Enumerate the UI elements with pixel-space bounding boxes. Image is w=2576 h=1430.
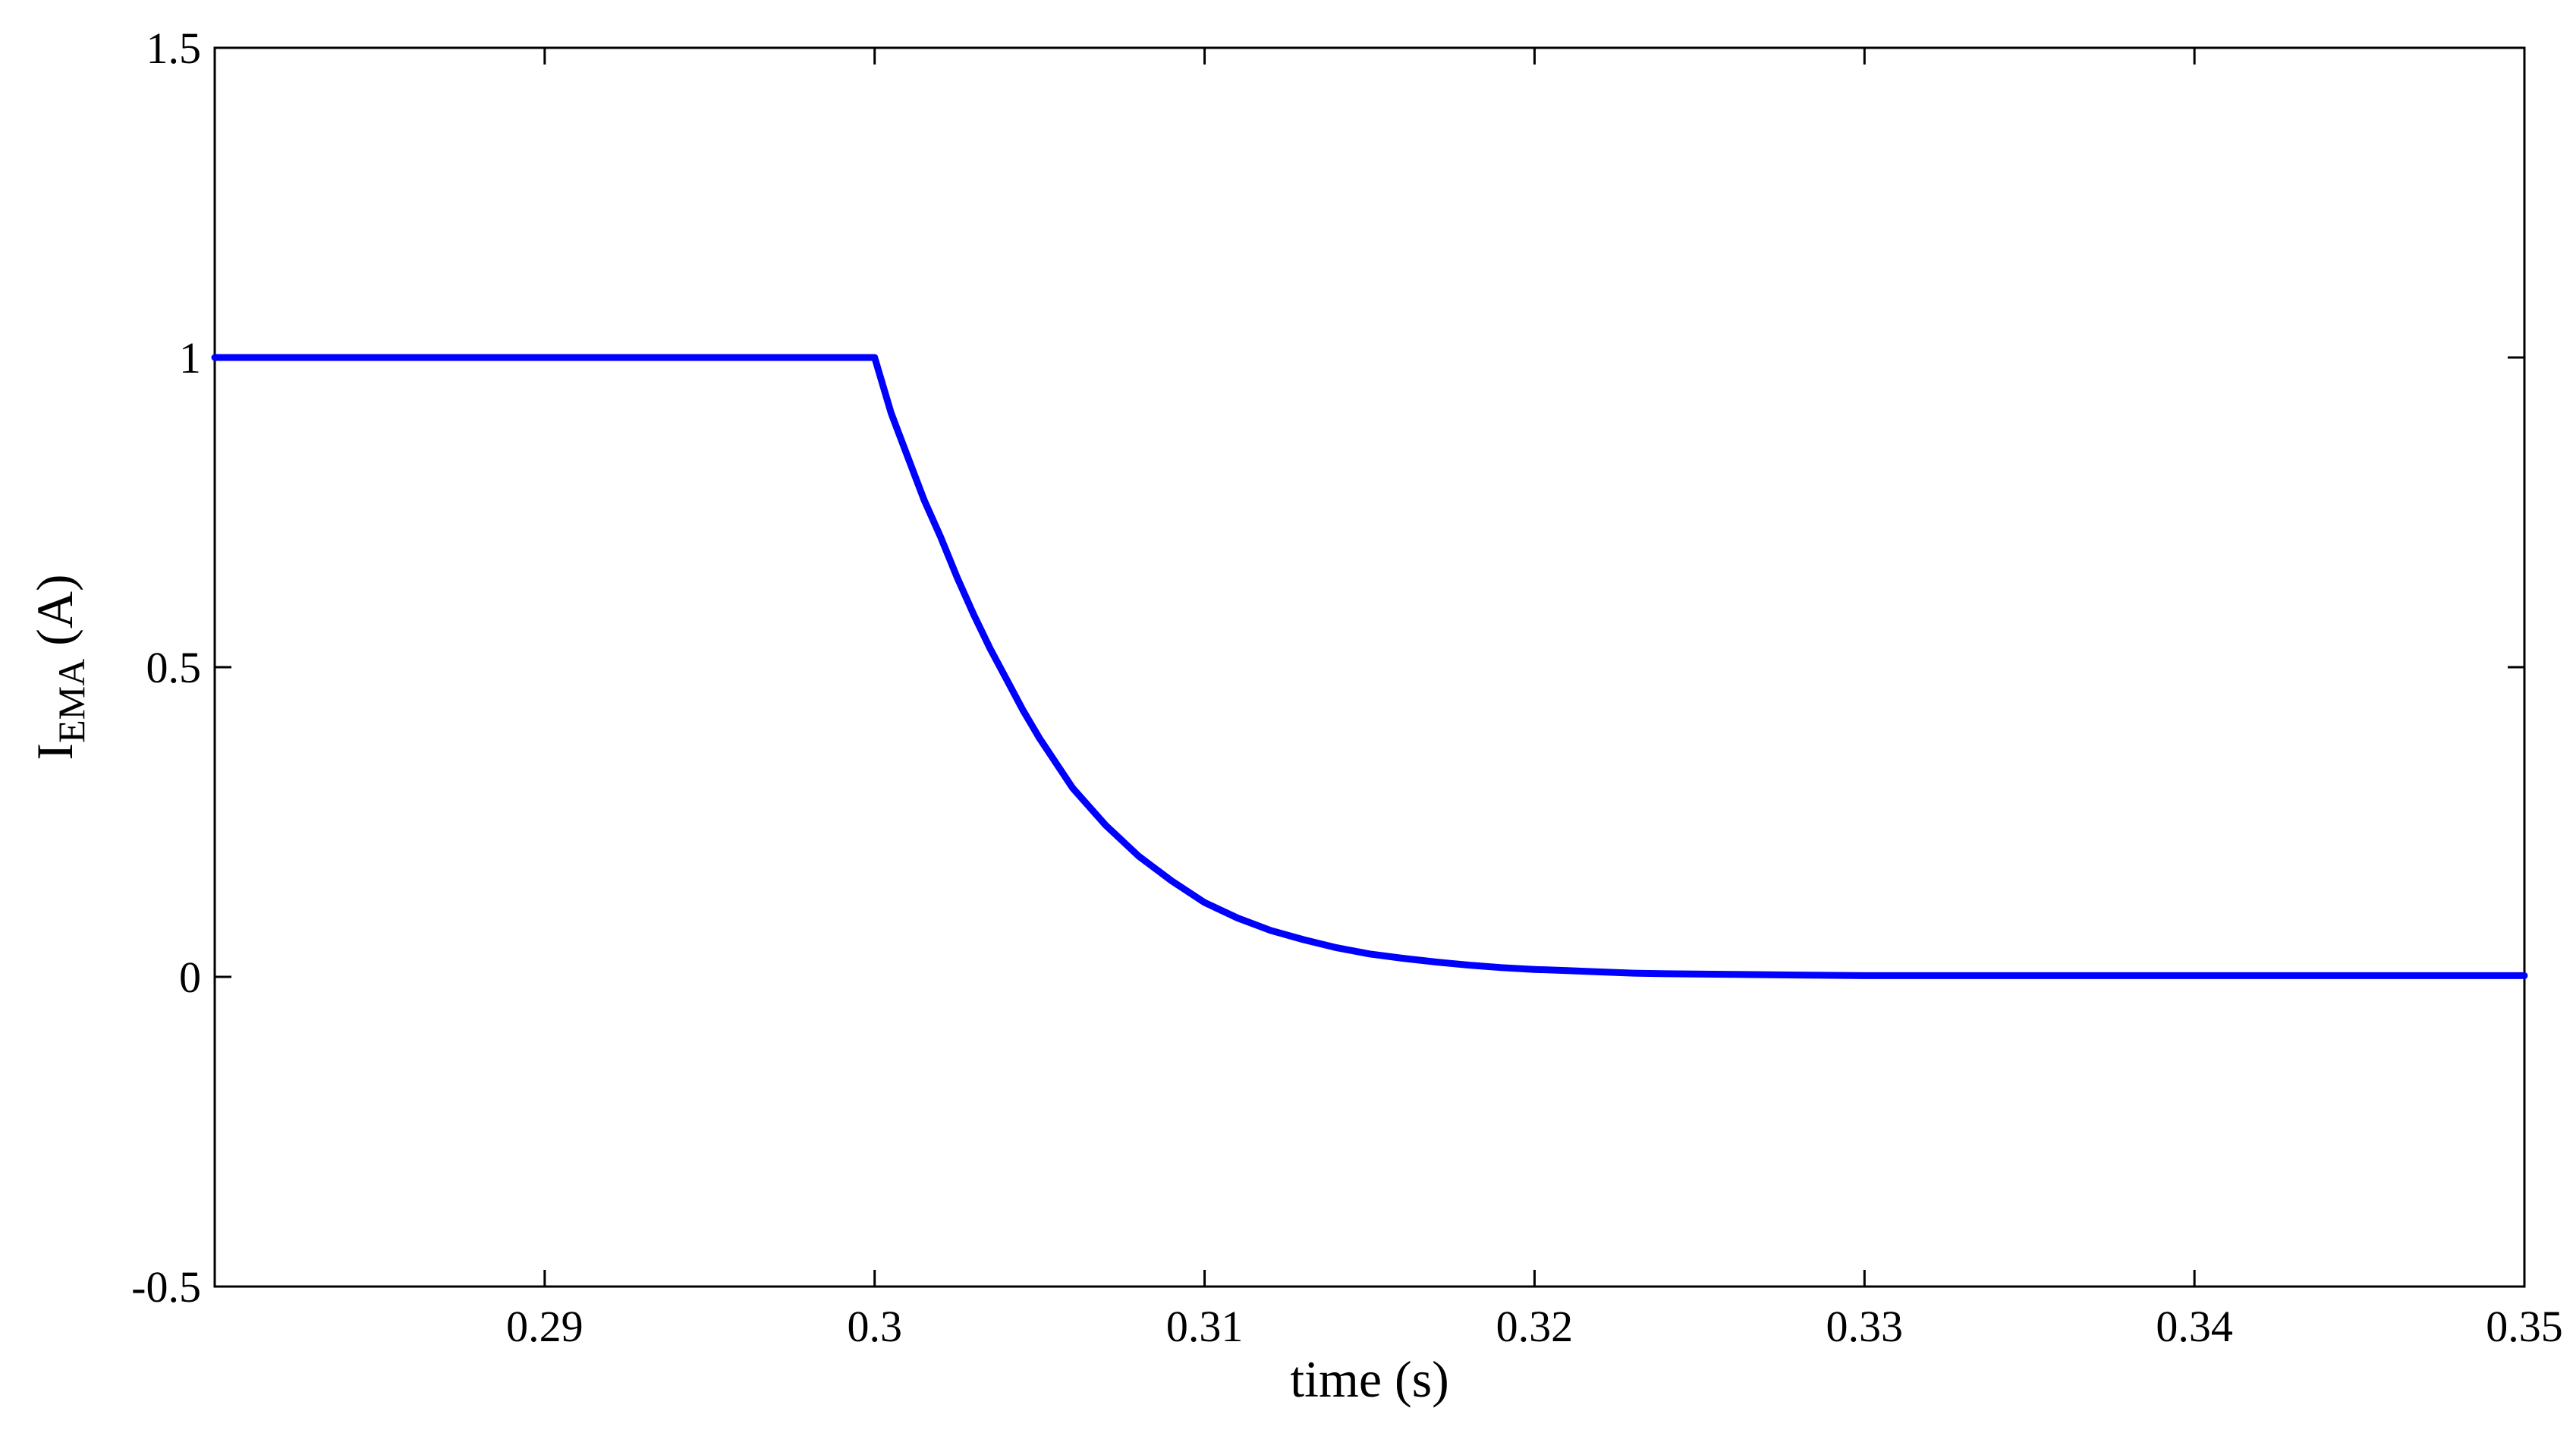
y-tick-label: 1.5 [146, 24, 202, 73]
y-tick-label: 0.5 [146, 643, 202, 692]
y-tick-label: 1 [179, 333, 201, 383]
y-tick-label: -0.5 [131, 1262, 201, 1312]
x-tick-label: 0.29 [506, 1302, 583, 1351]
series-line [211, 354, 2528, 979]
plot-area [213, 46, 2526, 1288]
x-tick-label: 0.33 [1826, 1302, 1904, 1351]
x-tick-label: 0.32 [1496, 1302, 1574, 1351]
y-axis-label-suffix: (A) [26, 574, 83, 658]
y-axis-label-subscript: EMA [50, 659, 93, 743]
x-axis-label: time (s) [1290, 1350, 1449, 1408]
y-tick-label: 0 [179, 953, 201, 1002]
x-tick-label: 0.3 [847, 1302, 902, 1351]
y-axis-label-main: I [26, 743, 83, 761]
x-tick-label: 0.31 [1166, 1302, 1244, 1351]
y-axis-label: IEMA (A) [26, 574, 93, 760]
x-tick-label: 0.35 [2486, 1302, 2563, 1351]
x-tick-label: 0.34 [2156, 1302, 2233, 1351]
tick-labels: 0.29 0.3 0.31 0.32 0.33 0.34 0.35 -0.5 0 0.5 1 1.5 [131, 24, 2563, 1351]
